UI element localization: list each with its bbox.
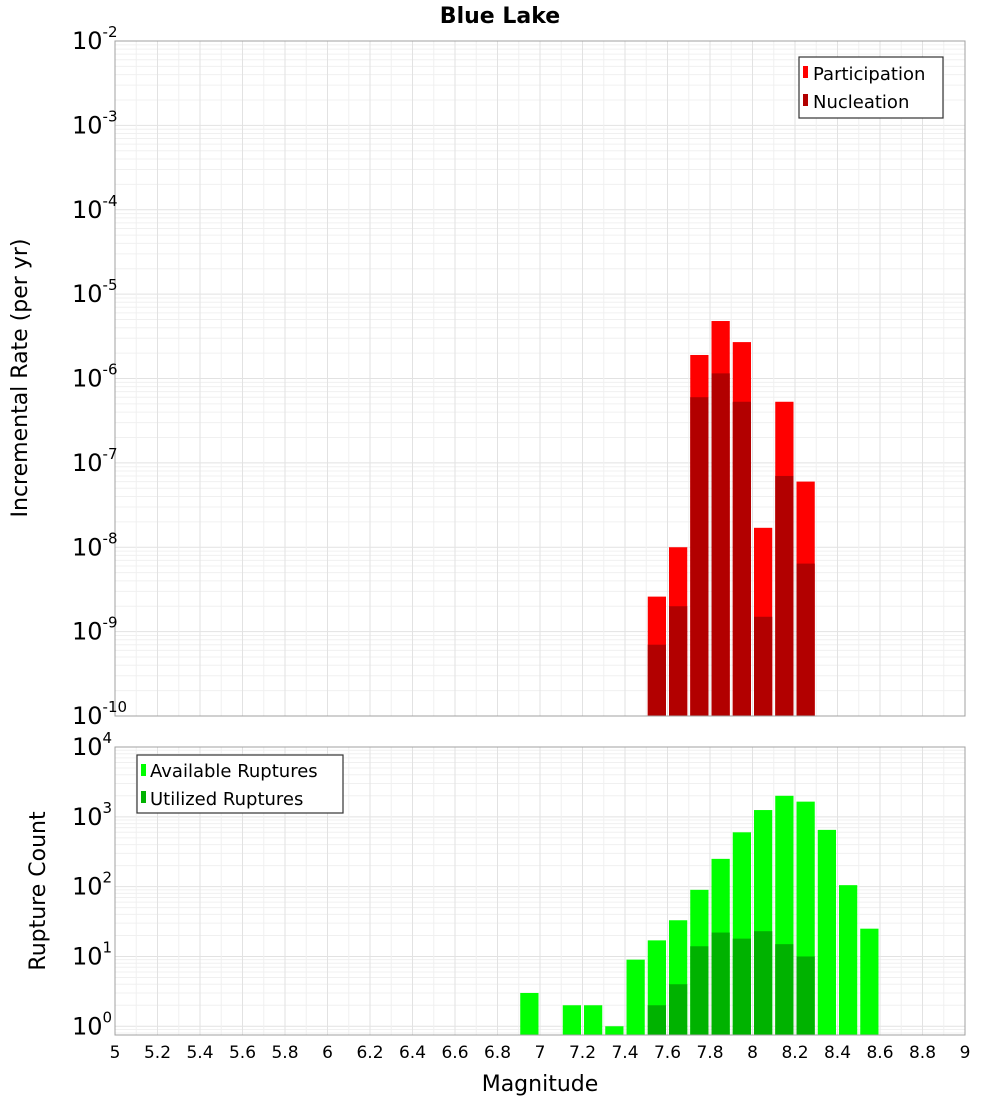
rate-y-tick-label: 10-6 (72, 361, 118, 393)
x-tick-label: 5.2 (144, 1043, 171, 1063)
count-bar-available-ruptures (584, 1005, 603, 1035)
rate-y-tick-label: 10-7 (72, 445, 118, 477)
available-legend-label: Available Ruptures (150, 761, 318, 782)
count-y-tick-label: 102 (72, 869, 112, 901)
x-tick-label: 7.2 (569, 1043, 596, 1063)
count-y-ticks: 100 101 102 103 104 (72, 729, 112, 1040)
x-tick-label: 7 (535, 1043, 546, 1063)
nucleation-swatch (803, 94, 808, 106)
rate-legend-box (798, 56, 944, 119)
x-tick-label: 5.4 (186, 1043, 213, 1063)
count-bar-available-ruptures (605, 1026, 624, 1035)
rate-y-tick-label: 10-9 (72, 614, 118, 646)
count-plot-frame (114, 746, 966, 1036)
rate-legend: Participation Nucleation (798, 56, 944, 119)
x-tick-label: 5 (110, 1043, 121, 1063)
utilized-legend-label: Utilized Ruptures (150, 789, 303, 810)
x-tick-label: 7.6 (654, 1043, 681, 1063)
rate-bar-nucleation (775, 475, 794, 716)
count-bar-available-ruptures (839, 885, 858, 1035)
count-bar-available-ruptures (860, 928, 879, 1035)
x-tick-label: 6.8 (484, 1043, 511, 1063)
count-bar-utilized-ruptures (796, 956, 815, 1035)
count-grid (114, 746, 966, 1035)
count-bar-available-ruptures (626, 959, 645, 1035)
rate-bar-nucleation (690, 397, 709, 716)
x-axis-label: Magnitude (482, 1072, 599, 1097)
chart-title: Blue Lake (440, 4, 560, 29)
rate-y-tick-label: 10-5 (72, 276, 118, 308)
count-y-axis-label: Rupture Count (26, 811, 51, 971)
x-tick-label: 8.2 (781, 1043, 808, 1063)
x-tick-label: 8 (747, 1043, 758, 1063)
count-bar-utilized-ruptures (690, 946, 709, 1035)
rate-bar-nucleation (796, 563, 815, 716)
rate-y-tick-label: 10-4 (72, 192, 118, 224)
x-tick-label: 6 (322, 1043, 333, 1063)
count-legend: Available Ruptures Utilized Ruptures (136, 754, 344, 814)
count-panel: 100 101 102 103 104 5 5.2 5.4 5.6 5.8 6 6.2 6.4 6.6 6… (26, 729, 970, 1097)
rate-y-tick-label: 10-3 (72, 107, 118, 139)
x-tick-label: 8.4 (824, 1043, 851, 1063)
count-bar-utilized-ruptures (775, 944, 794, 1035)
x-tick-label: 5.6 (229, 1043, 256, 1063)
x-tick-label: 6.2 (356, 1043, 383, 1063)
utilized-swatch (141, 791, 146, 803)
nucleation-legend-label: Nucleation (813, 92, 909, 113)
x-tick-label: 7.8 (696, 1043, 723, 1063)
rate-plot-frame (114, 40, 966, 717)
magnitude-x-ticks: 5 5.2 5.4 5.6 5.8 6 6.2 6.4 6.6 6.8 7 7.2 7.4 7.6 7.8 8… (110, 1043, 971, 1063)
x-tick-label: 9 (960, 1043, 971, 1063)
x-tick-label: 8.6 (866, 1043, 893, 1063)
count-y-tick-label: 103 (72, 799, 112, 831)
count-y-tick-label: 100 (72, 1008, 112, 1040)
count-y-tick-label: 101 (72, 938, 112, 970)
count-bars (520, 795, 879, 1035)
rate-bars (647, 321, 815, 716)
rate-y-tick-label: 10-10 (72, 698, 127, 730)
rate-y-axis-label: Incremental Rate (per yr) (8, 239, 33, 518)
participation-swatch (803, 66, 808, 78)
count-bar-utilized-ruptures (732, 938, 751, 1035)
count-bar-available-ruptures (562, 1005, 581, 1035)
x-tick-label: 7.4 (611, 1043, 638, 1063)
x-tick-label: 5.8 (271, 1043, 298, 1063)
rate-bar-nucleation (754, 616, 773, 716)
count-bar-available-ruptures (817, 829, 836, 1035)
count-bar-utilized-ruptures (669, 984, 688, 1035)
rate-y-tick-label: 10-8 (72, 529, 118, 561)
rate-panel: 10-10 10-9 10-8 10-7 10-6 10-5 10-4 10-3 10-2 In… (8, 23, 966, 730)
count-bar-utilized-ruptures (754, 931, 773, 1035)
rate-y-tick-label: 10-2 (72, 23, 118, 55)
count-bar-available-ruptures (520, 992, 539, 1035)
rate-bar-nucleation (647, 644, 666, 716)
count-legend-box (136, 754, 344, 814)
x-tick-label: 6.4 (399, 1043, 426, 1063)
x-tick-label: 8.8 (909, 1043, 936, 1063)
participation-legend-label: Participation (813, 64, 925, 85)
rate-bar-nucleation (711, 373, 730, 716)
rate-bar-nucleation (732, 401, 751, 716)
rate-grid (114, 40, 966, 717)
x-tick-label: 6.6 (441, 1043, 468, 1063)
count-bar-utilized-ruptures (647, 1005, 666, 1035)
count-y-tick-label: 104 (72, 729, 112, 761)
count-bar-utilized-ruptures (711, 932, 730, 1035)
rate-bar-nucleation (669, 606, 688, 716)
available-swatch (141, 764, 146, 776)
rate-y-ticks: 10-10 10-9 10-8 10-7 10-6 10-5 10-4 10-3 10-2 (72, 23, 127, 730)
